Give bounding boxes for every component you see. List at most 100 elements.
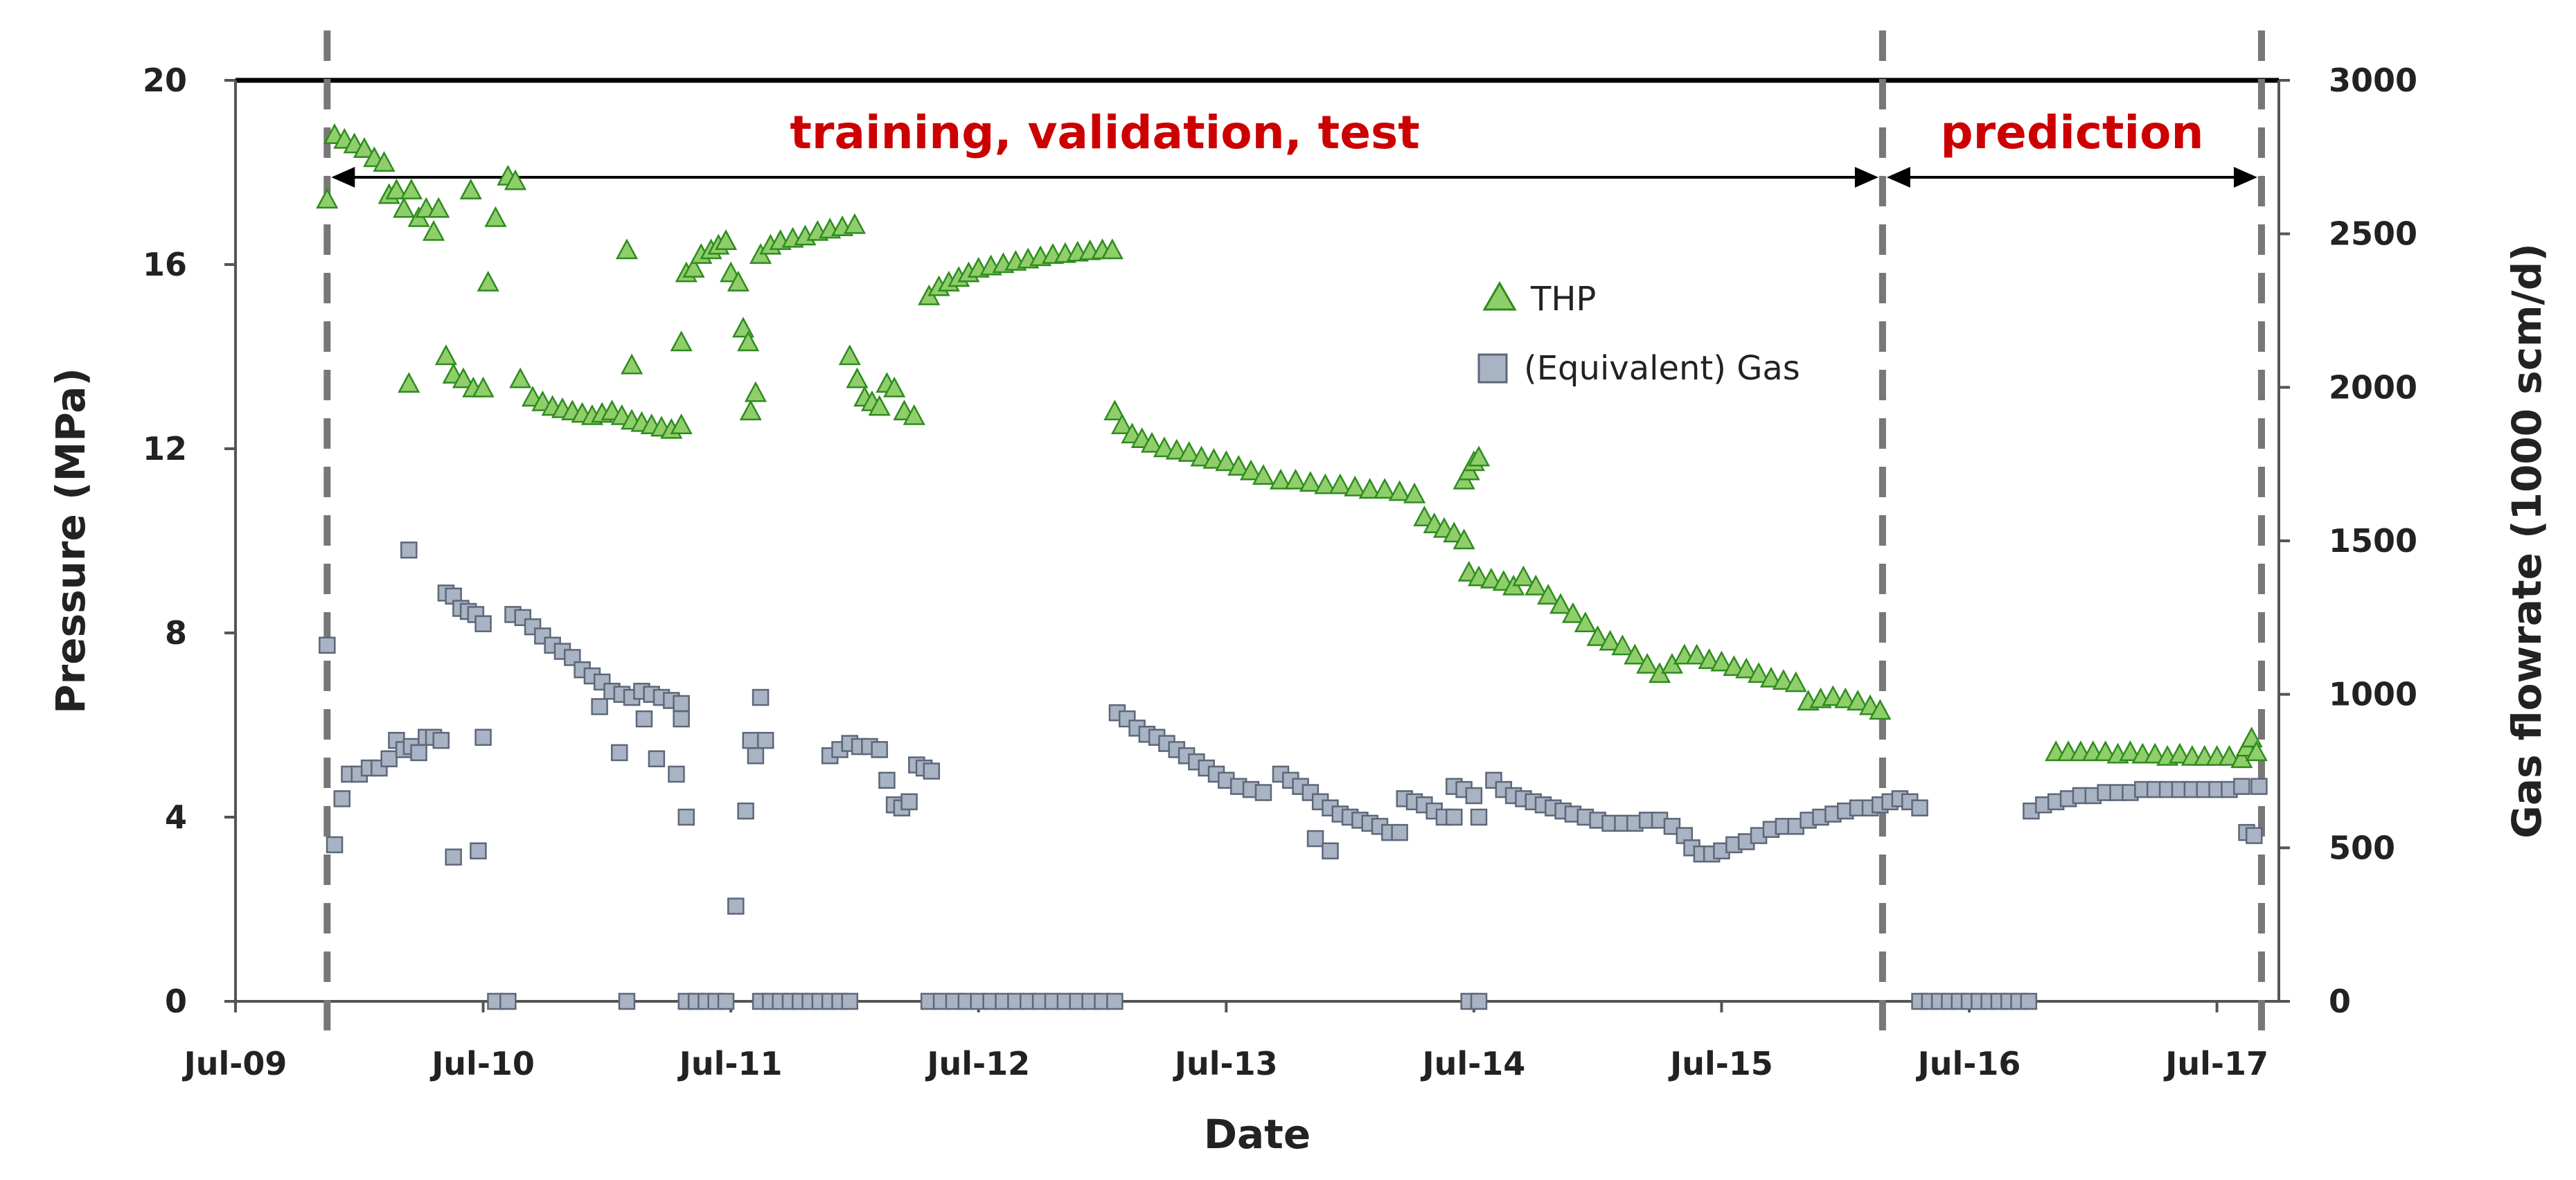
y2-tick-label: 0 (2329, 983, 2351, 1020)
thp-data-point (1284, 468, 1307, 490)
region-arrow-head-left (1886, 167, 1910, 188)
gas-data-point (1470, 992, 1488, 1010)
thp-data-point (670, 413, 693, 434)
left-y-axis-ticks: 0 4 8 12 16 20 (143, 62, 236, 1020)
thp-data-point (2218, 744, 2241, 766)
thp-data-point (843, 213, 867, 234)
thp-data-point (422, 220, 445, 241)
thp-data-point (1759, 666, 1783, 688)
gas-data-point (668, 765, 685, 783)
gas-data-point (673, 710, 690, 728)
gas-data-point (1911, 799, 1928, 816)
gas-data-point (878, 771, 896, 789)
thp-data-point (1636, 652, 1659, 674)
thp-data-point (1269, 468, 1293, 490)
thp-data-point (1329, 473, 1351, 494)
thp-data-point (504, 169, 527, 190)
thp-data-point (1344, 475, 1367, 497)
thp-data-point (1624, 643, 1646, 665)
gas-data-point (1106, 992, 1123, 1010)
x-tick-label: Jul-14 (1421, 1045, 1526, 1082)
thp-data-point (615, 238, 639, 260)
thp-data-point (1443, 521, 1466, 543)
thp-data-point (2245, 740, 2268, 762)
gas-data-point (618, 992, 636, 1010)
gas-data-point (2245, 827, 2263, 844)
x-tick-label: Jul-17 (2163, 1045, 2268, 1082)
x-tick-label: Jul-11 (677, 1045, 783, 1082)
thp-data-point (1202, 447, 1225, 469)
thp-data-point (1834, 687, 1857, 708)
thp-data-point (1299, 471, 1322, 492)
thp-data-point (452, 367, 475, 388)
gas-data-point (400, 542, 418, 559)
thp-data-point (477, 270, 499, 292)
thp-data-point (434, 344, 458, 366)
gas-data-point (326, 836, 344, 854)
gas-data-point (673, 695, 690, 713)
thp-data-point (2230, 747, 2253, 769)
plot-frame (234, 78, 2280, 1003)
gas-data-point (591, 698, 608, 715)
thp-data-point (1537, 584, 1560, 605)
gas-data-point (319, 636, 336, 654)
gas-data-point (2250, 778, 2268, 795)
thp-data-point (682, 257, 705, 278)
gas-data-point (747, 747, 765, 765)
thp-data-point (1822, 685, 1845, 706)
x-tick-label: Jul-10 (429, 1045, 535, 1082)
legend-item-gas: (Equivalent) Gas (1477, 349, 1800, 388)
thp-data-point (398, 372, 420, 393)
thp-data-point (1685, 643, 1708, 665)
gas-data-point (737, 802, 754, 820)
x-axis-title: Date (1204, 1111, 1311, 1158)
gas-data-point (727, 897, 745, 915)
thp-data-point (737, 330, 760, 352)
x-tick-label: Jul-13 (1173, 1045, 1278, 1082)
x-tick-label: Jul-12 (925, 1045, 1030, 1082)
gas-data-point (648, 750, 666, 768)
thp-data-point (400, 178, 423, 199)
gas-data-point (1306, 830, 1324, 848)
thp-data-point (1586, 625, 1609, 646)
right-y-axis-ticks: 0 500 1000 1500 2000 2500 3000 (2279, 62, 2417, 1020)
thp-data-point (1101, 238, 1123, 260)
gas-data-point (1322, 842, 1339, 860)
gas-data-point (1391, 823, 1408, 841)
thp-data-point (1847, 690, 1869, 710)
legend-gas-marker (1477, 353, 1508, 384)
legend-thp-label: THP (1530, 280, 1596, 319)
thp-data-point (1314, 473, 1337, 494)
thp-data-point (727, 270, 749, 292)
thp-data-point (459, 178, 482, 199)
region-arrow-head-right (1854, 167, 1878, 188)
gas-series (319, 542, 2268, 1010)
y-tick-label: 0 (165, 983, 187, 1020)
gas-data-point (677, 808, 695, 826)
region-arrow-head-left (331, 167, 355, 188)
gas-data-point (1254, 784, 1272, 801)
thp-data-point (1215, 450, 1238, 472)
gas-data-point (380, 750, 398, 768)
thp-data-point (1747, 662, 1770, 683)
thp-data-point (1103, 400, 1126, 421)
y-tick-label: 16 (143, 246, 187, 283)
thp-data-point (883, 376, 906, 397)
gas-data-point (717, 992, 735, 1010)
thp-data-point (1140, 431, 1164, 453)
y-tick-label: 8 (165, 614, 187, 652)
gas-data-point (756, 731, 774, 749)
legend: THP (Equivalent) Gas (1477, 280, 1800, 388)
y-tick-label: 4 (165, 798, 187, 836)
thp-data-point (739, 400, 762, 421)
thp-data-point (2094, 740, 2117, 762)
region-label: training, validation, test (790, 106, 1419, 159)
x-tick-label: Jul-09 (182, 1045, 287, 1082)
thp-data-point (484, 206, 507, 227)
thp-data-point (373, 151, 396, 172)
y2-tick-label: 500 (2329, 829, 2395, 866)
thp-data-point (316, 188, 339, 209)
thp-data-point (2144, 742, 2167, 764)
thp-data-point (903, 404, 925, 425)
thp-data-point (1723, 655, 1746, 677)
